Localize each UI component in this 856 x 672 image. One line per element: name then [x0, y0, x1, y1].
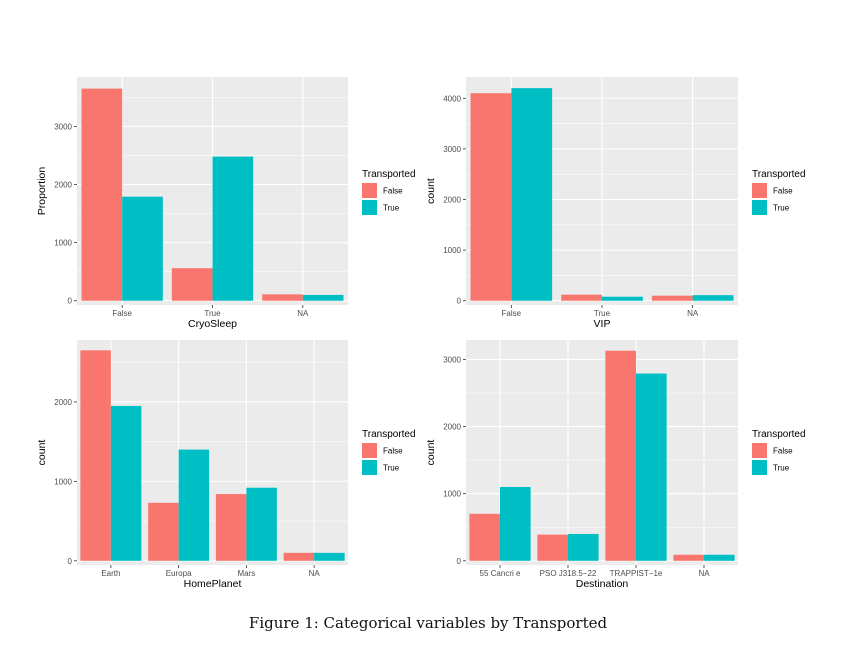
x-tick-label: Europa: [166, 569, 192, 578]
legend-label-true: True: [383, 464, 400, 473]
y-tick-label: 0: [457, 297, 462, 306]
chart-panel-1: 0 1000 2000 3000 False True NA CryoSleep Proport…: [36, 77, 416, 330]
bar-true-0: [122, 196, 163, 301]
legend-label-false: False: [383, 447, 403, 456]
x-axis-title: Destination: [576, 578, 629, 590]
legend-key-true: [362, 200, 377, 215]
bar-true-1: [602, 296, 643, 301]
bar-false-0: [80, 350, 111, 561]
bar-true-2: [636, 373, 667, 561]
bar-false-3: [283, 552, 315, 561]
y-tick-label: 0: [68, 297, 73, 306]
y-tick-label: 2000: [54, 181, 72, 190]
legend-title: Transported: [752, 169, 806, 180]
y-axis-title: count: [36, 440, 48, 466]
chart-panel-2: 0 1000 2000 3000 4000 False True NA VIP count Tran…: [425, 77, 806, 330]
bar-false-2: [262, 294, 303, 301]
bar-true-1: [568, 533, 599, 561]
legend-key-false: [362, 183, 377, 198]
x-tick-label: False: [502, 309, 522, 318]
legend-key-false: [752, 443, 767, 458]
bar-true-1: [178, 449, 210, 561]
y-tick-label: 4000: [443, 94, 461, 103]
bar-true-3: [704, 554, 735, 561]
x-tick-label: NA: [687, 309, 699, 318]
x-tick-label: NA: [297, 309, 309, 318]
legend-title: Transported: [362, 169, 416, 180]
bar-false-3: [673, 554, 704, 561]
y-tick-label: 2000: [54, 398, 72, 407]
legend-label-true: True: [773, 204, 790, 213]
bar-true-2: [302, 294, 344, 301]
y-tick-label: 1000: [54, 239, 72, 248]
y-tick-label: 3000: [54, 122, 72, 131]
y-tick-label: 3000: [443, 145, 461, 154]
y-tick-label: 0: [68, 557, 73, 566]
x-axis-title: CryoSleep: [188, 318, 237, 330]
bar-false-0: [469, 513, 500, 561]
x-tick-label: PSO J318.5−22: [540, 569, 597, 578]
bar-true-0: [110, 405, 142, 561]
bar-true-0: [500, 486, 531, 561]
legend-label-false: False: [773, 447, 793, 456]
y-axis-title: count: [425, 178, 437, 204]
bar-false-0: [470, 93, 512, 301]
legend-label-true: True: [773, 464, 790, 473]
y-tick-label: 0: [457, 557, 462, 566]
x-tick-label: NA: [309, 569, 321, 578]
x-tick-label: TRAPPIST−1e: [610, 569, 663, 578]
x-tick-label: Mars: [237, 569, 255, 578]
legend-label-false: False: [773, 187, 793, 196]
bar-false-1: [148, 502, 179, 561]
legend: Transported False True: [362, 429, 416, 475]
x-axis-title: VIP: [594, 318, 611, 330]
bar-false-2: [651, 295, 693, 301]
bar-false-2: [605, 350, 636, 561]
y-tick-label: 1000: [443, 246, 461, 255]
y-tick-label: 1000: [54, 477, 72, 486]
x-tick-label: Earth: [101, 569, 120, 578]
y-tick-label: 2000: [443, 423, 461, 432]
bar-true-3: [314, 552, 345, 561]
bar-false-0: [81, 88, 123, 301]
bar-true-0: [511, 88, 553, 301]
y-tick-label: 3000: [443, 355, 461, 364]
bar-false-2: [215, 494, 247, 561]
x-tick-label: 55 Cancri e: [480, 569, 521, 578]
x-tick-label: NA: [698, 569, 710, 578]
legend: Transported False True: [362, 169, 416, 215]
y-tick-label: 1000: [443, 490, 461, 499]
x-tick-label: False: [112, 309, 132, 318]
chart-panel-4: 0 1000 2000 3000 55 Cancri e PSO J318.5−22 TRA…: [425, 340, 806, 590]
legend-label-true: True: [383, 204, 400, 213]
y-axis-title: count: [425, 440, 437, 466]
bar-false-1: [537, 534, 568, 561]
legend-key-true: [362, 460, 377, 475]
legend-key-false: [752, 183, 767, 198]
bar-true-2: [246, 487, 277, 561]
y-axis-title: Proportion: [36, 167, 48, 216]
legend: Transported False True: [752, 429, 806, 475]
legend-key-false: [362, 443, 377, 458]
chart-panel-3: 0 1000 2000 Earth Europa Mars NA HomePlanet coun…: [36, 340, 416, 590]
bar-false-1: [561, 294, 602, 301]
bar-false-1: [171, 268, 213, 301]
x-tick-label: True: [204, 309, 221, 318]
legend: Transported False True: [752, 169, 806, 215]
y-tick-label: 2000: [443, 195, 461, 204]
bar-true-2: [692, 295, 734, 301]
legend-key-true: [752, 460, 767, 475]
legend-title: Transported: [362, 429, 416, 440]
legend-key-true: [752, 200, 767, 215]
x-tick-label: True: [594, 309, 611, 318]
figure-caption: Figure 1: Categorical variables by Trans…: [248, 614, 608, 632]
legend-title: Transported: [752, 429, 806, 440]
bar-true-1: [212, 156, 254, 301]
x-axis-title: HomePlanet: [184, 578, 242, 590]
legend-label-false: False: [383, 187, 403, 196]
